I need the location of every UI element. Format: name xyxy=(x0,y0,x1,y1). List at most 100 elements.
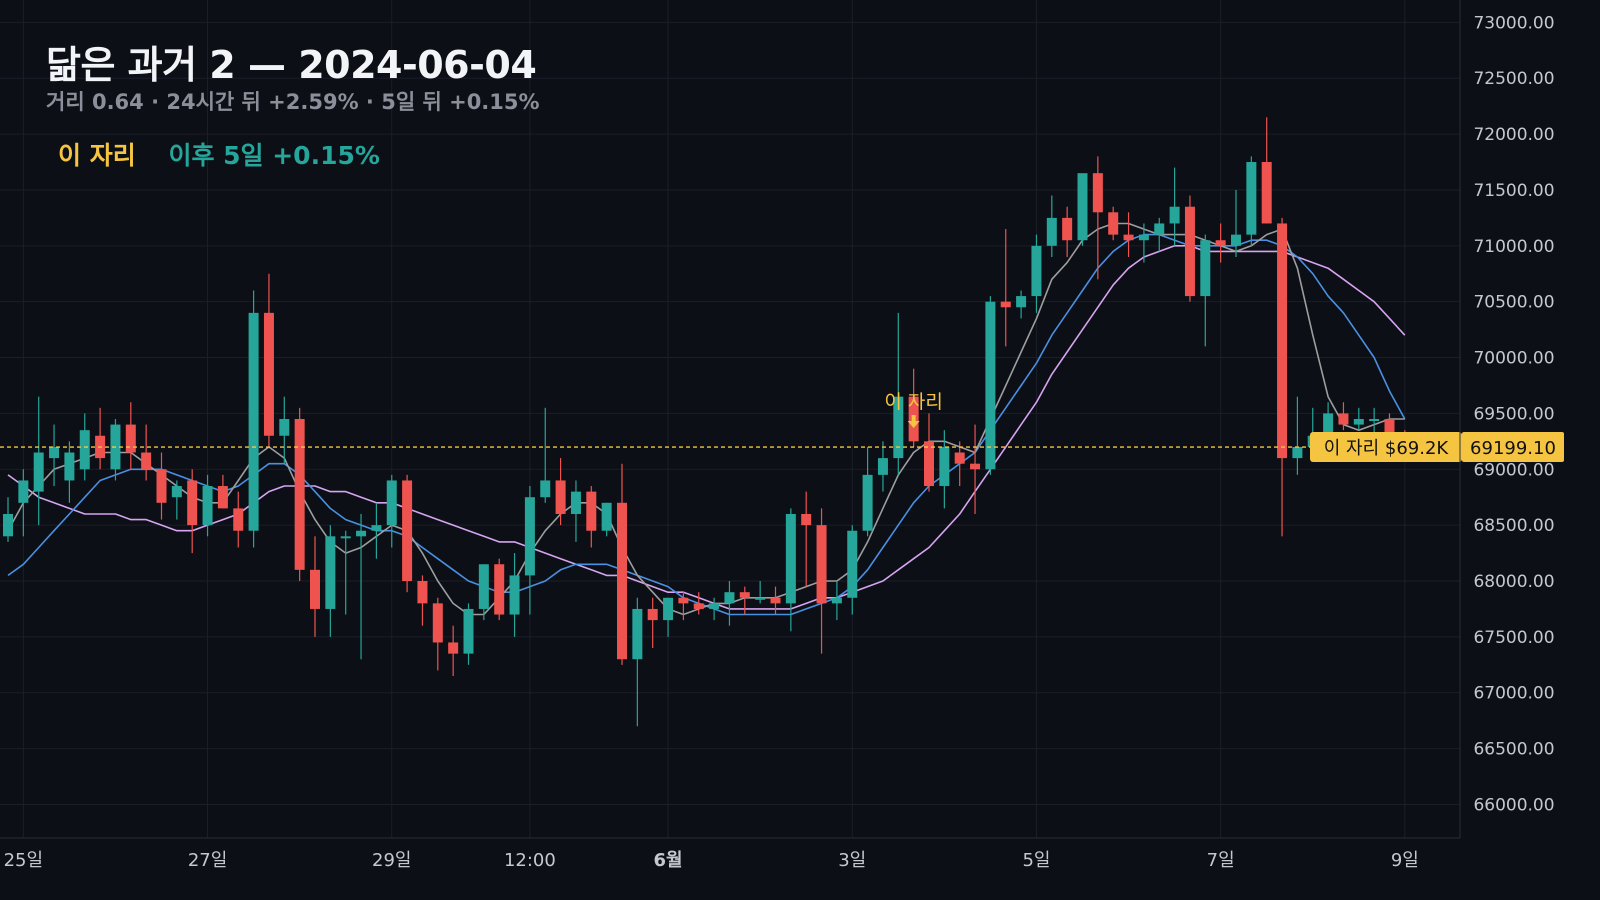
candle xyxy=(570,480,581,542)
candle xyxy=(1169,167,1180,246)
candle-body xyxy=(1200,240,1211,297)
candle xyxy=(1200,234,1211,347)
candle-body xyxy=(847,530,858,598)
candle-body xyxy=(18,480,29,503)
candle-body xyxy=(709,603,720,609)
candle xyxy=(678,592,689,621)
candle-body xyxy=(217,486,228,509)
price-tag-box xyxy=(1310,432,1462,463)
candle-body xyxy=(1062,217,1073,241)
legend: 이 자리 이후 5일 +0.15% xyxy=(58,136,380,172)
candle-body xyxy=(202,486,213,526)
candle xyxy=(448,625,459,676)
candle-body xyxy=(141,452,152,470)
candle xyxy=(709,597,720,621)
candle-body xyxy=(693,603,704,609)
candle xyxy=(1016,290,1027,319)
candle xyxy=(340,530,351,615)
candle-body xyxy=(294,419,305,570)
candle xyxy=(693,592,704,615)
candle-body xyxy=(1338,413,1349,425)
candle xyxy=(1031,234,1042,313)
candle-body xyxy=(1154,223,1165,235)
candle-body xyxy=(187,480,198,526)
candle-body xyxy=(248,312,259,531)
candle-body xyxy=(970,463,981,470)
candle-body xyxy=(1123,234,1134,241)
candle-body xyxy=(617,502,627,660)
y-tick-label: 66500.00 xyxy=(1473,740,1554,760)
candle xyxy=(1123,212,1134,257)
candle xyxy=(3,497,13,542)
candle xyxy=(18,469,29,537)
candle-body xyxy=(862,474,873,531)
candle-body xyxy=(49,446,60,459)
y-tick-label: 71000.00 xyxy=(1473,237,1554,257)
x-tick-label: 5일 xyxy=(1022,850,1050,871)
x-tick-label: 3일 xyxy=(838,850,866,871)
candle-body xyxy=(1138,234,1149,241)
candle-body xyxy=(1108,212,1119,235)
candle xyxy=(1046,195,1057,257)
candle xyxy=(847,525,858,615)
y-tick-label: 68500.00 xyxy=(1473,516,1554,536)
candle-body xyxy=(1092,173,1103,213)
candle-body xyxy=(1323,413,1334,436)
candle xyxy=(1353,407,1364,431)
y-tick-label: 69000.00 xyxy=(1473,460,1554,480)
candle xyxy=(233,491,244,548)
y-tick-label: 66000.00 xyxy=(1473,795,1554,815)
candle-body xyxy=(1231,234,1241,246)
candle xyxy=(555,458,566,526)
ma-mid-line xyxy=(7,233,1406,616)
candle xyxy=(110,419,121,481)
candle-body xyxy=(1031,245,1042,297)
candle-body xyxy=(340,536,351,539)
y-tick-label: 68000.00 xyxy=(1473,572,1554,592)
candle-body xyxy=(586,491,597,531)
candle xyxy=(770,586,781,615)
candle xyxy=(632,597,643,727)
candle-body xyxy=(724,592,735,604)
candle xyxy=(893,312,904,475)
candle xyxy=(1261,117,1272,224)
candle-body xyxy=(1184,206,1195,297)
candle xyxy=(939,430,950,509)
candle xyxy=(356,513,367,660)
x-tick-label: 9일 xyxy=(1391,850,1419,871)
y-tick-label: 67000.00 xyxy=(1473,684,1554,704)
candle xyxy=(1215,223,1226,263)
candle-body xyxy=(770,597,781,604)
candle-body xyxy=(125,424,136,453)
candle-body xyxy=(463,608,474,654)
candle-body xyxy=(1000,301,1011,308)
candles xyxy=(3,117,1410,727)
candle xyxy=(217,474,228,509)
candle-body xyxy=(939,446,950,487)
candle xyxy=(617,463,627,665)
candle-body xyxy=(325,536,336,609)
candle xyxy=(785,508,796,632)
candle-body xyxy=(279,419,290,436)
candle xyxy=(248,290,259,548)
page-title: 닮은 과거 2 — 2024-06-04 xyxy=(46,43,537,87)
candle-body xyxy=(663,597,674,621)
moving-averages xyxy=(7,222,1406,616)
candle-body xyxy=(801,513,812,526)
candle xyxy=(540,407,551,503)
y-tick-label: 72000.00 xyxy=(1473,125,1554,145)
candle-body xyxy=(33,452,44,492)
candle xyxy=(49,424,60,487)
candle xyxy=(1062,206,1073,257)
candle xyxy=(125,402,136,470)
y-tick-label: 73000.00 xyxy=(1473,13,1554,33)
candle xyxy=(64,441,75,503)
candle-body xyxy=(1016,296,1027,308)
candle xyxy=(954,441,965,487)
candle xyxy=(862,446,873,537)
candle-body xyxy=(263,312,274,436)
candle-body xyxy=(417,581,428,604)
candle xyxy=(724,581,735,626)
candle-body xyxy=(785,513,796,604)
